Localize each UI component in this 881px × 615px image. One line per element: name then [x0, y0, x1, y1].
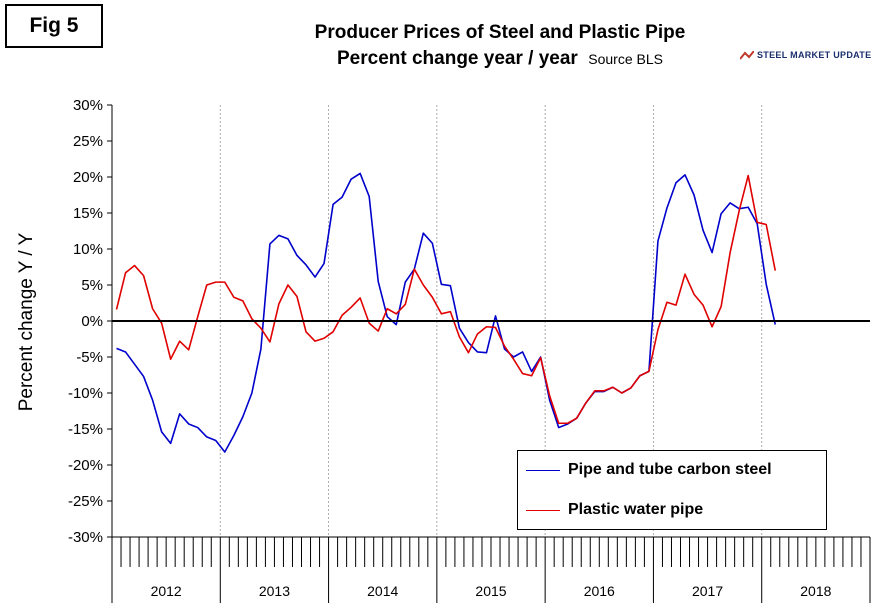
y-tick-label: -5%: [76, 349, 103, 366]
x-year-label: 2013: [259, 583, 290, 599]
series-lines: [115, 172, 777, 453]
chart-subtitle-row: Percent change year / year Source BLS: [280, 48, 720, 70]
y-tick-label: -20%: [68, 457, 103, 474]
legend: Pipe and tube carbon steel Plastic water…: [517, 450, 827, 530]
brand-logo: STEEL MARKET UPDATE: [740, 50, 871, 61]
x-year-label: 2012: [151, 583, 182, 599]
y-tick-label: 15%: [73, 205, 103, 222]
legend-label-plastic: Plastic water pipe: [568, 501, 704, 518]
x-year-label: 2016: [584, 583, 615, 599]
y-tick-label: 5%: [81, 277, 103, 294]
chart-subtitle: Percent change year / year: [337, 48, 578, 69]
y-tick-label: -25%: [68, 493, 103, 510]
y-tick-label: 30%: [73, 97, 103, 114]
y-axis-label: Percent change Y / Y: [16, 232, 37, 411]
legend-label-steel: Pipe and tube carbon steel: [568, 461, 772, 478]
legend-item-steel: Pipe and tube carbon steel: [526, 461, 772, 479]
legend-item-plastic: Plastic water pipe: [526, 501, 703, 519]
series-line-steel: [116, 172, 777, 453]
x-year-label: 2017: [692, 583, 723, 599]
figure-label: Fig 5: [5, 4, 103, 48]
y-tick-label: -10%: [68, 385, 103, 402]
logo-text: STEEL MARKET UPDATE: [757, 50, 872, 60]
x-year-label: 2015: [475, 583, 506, 599]
y-tick-label: 25%: [73, 133, 103, 150]
x-year-label: 2018: [800, 583, 831, 599]
x-axis-ticks: 2012 2013 2014 2015 2016 2017 2018: [111, 105, 871, 603]
legend-swatch-steel: [526, 469, 560, 471]
legend-swatch-plastic: [526, 509, 560, 511]
y-tick-label: 20%: [73, 169, 103, 186]
y-tick-label: -30%: [68, 529, 103, 546]
source-note: Source BLS: [588, 51, 663, 67]
chart-title: Producer Prices of Steel and Plastic Pip…: [314, 22, 686, 43]
x-year-label: 2014: [367, 583, 398, 599]
y-tick-label: 10%: [73, 241, 103, 258]
series-line-plastic: [115, 174, 777, 425]
logo-mark-icon: [740, 50, 754, 60]
y-axis-ticks: 30% 25% 20% 15% 10% 5% 0% -5% -10% -15% -20% -25% -3…: [68, 97, 112, 546]
y-tick-label: 0%: [81, 313, 103, 330]
y-tick-label: -15%: [68, 421, 103, 438]
